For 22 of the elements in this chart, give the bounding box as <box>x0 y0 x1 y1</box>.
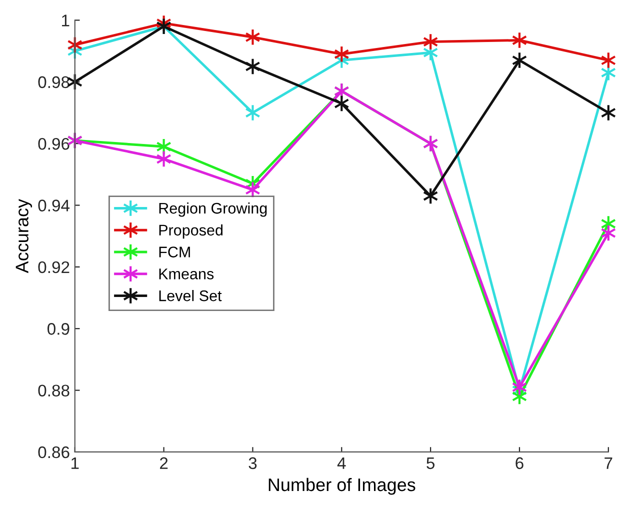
y-tick-label: 0.98 <box>38 76 70 88</box>
x-tick-label: 3 <box>248 457 257 470</box>
x-tick-label: 1 <box>72 457 79 469</box>
x-tick-label: 6 <box>516 457 524 470</box>
y-tick-label: 0.9 <box>48 323 70 335</box>
y-axis-title: Accuracy <box>16 198 32 274</box>
y-tick-label: 0.96 <box>38 138 70 150</box>
legend-label: Proposed <box>159 224 222 239</box>
y-tick-label: 0.86 <box>38 446 70 458</box>
y-tick-label: 0.88 <box>38 384 70 396</box>
x-tick-label: 2 <box>160 457 168 469</box>
legend-label: Region Growing <box>159 202 267 217</box>
x-tick-label: 5 <box>426 457 434 470</box>
y-tick-label: 1 <box>62 14 70 26</box>
y-tick-label: 0.94 <box>38 200 70 212</box>
legend-label: FCM <box>159 246 190 258</box>
x-tick-label: 4 <box>337 457 346 469</box>
legend-label: Level Set <box>159 290 222 302</box>
x-axis-title: Number of Images <box>268 478 416 495</box>
legend-label: Kmeans <box>159 268 214 280</box>
x-tick-label: 7 <box>604 457 612 469</box>
y-tick-label: 0.92 <box>38 261 70 274</box>
